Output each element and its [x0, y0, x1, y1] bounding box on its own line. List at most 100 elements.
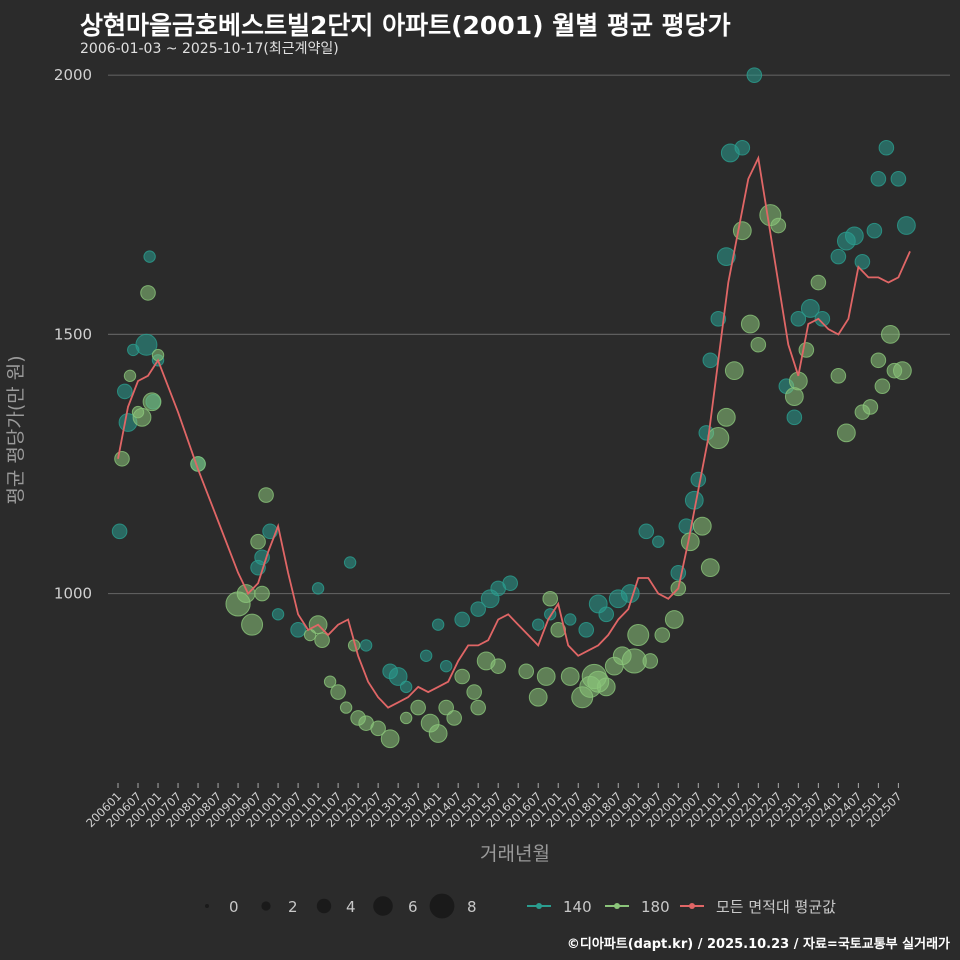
point-180	[339, 701, 353, 714]
point-180	[123, 369, 137, 383]
point-140	[388, 667, 408, 686]
point-180	[114, 450, 130, 467]
size-legend-dot	[316, 898, 332, 914]
point-140	[710, 311, 727, 327]
point-180	[490, 658, 506, 674]
point-140	[143, 250, 156, 263]
point-180	[399, 711, 413, 725]
size-legend-label: 4	[346, 898, 356, 916]
point-180	[258, 487, 274, 503]
point-140	[290, 622, 306, 638]
point-140	[620, 584, 640, 603]
point-180	[836, 423, 856, 443]
y-tick-label: 1000	[54, 585, 92, 603]
scatter-points	[111, 67, 916, 749]
point-140	[690, 471, 707, 488]
point-180	[740, 314, 760, 334]
y-tick-label: 1500	[54, 325, 92, 343]
size-legend-label: 2	[288, 898, 298, 916]
point-180	[466, 684, 482, 700]
size-legend-dot	[261, 901, 271, 911]
point-180	[380, 729, 400, 749]
chart-subtitle: 2006-01-03 ~ 2025-10-17(최근계약일)	[80, 41, 339, 57]
point-140	[870, 171, 887, 187]
point-180	[716, 407, 736, 427]
point-180	[627, 624, 650, 647]
point-180	[810, 274, 827, 291]
point-140	[135, 333, 158, 356]
point-140	[814, 311, 831, 327]
point-140	[578, 622, 595, 638]
point-180	[692, 516, 712, 536]
point-140	[470, 601, 486, 617]
point-140	[844, 226, 864, 246]
y-tick-label: 2000	[54, 66, 92, 84]
point-140	[262, 523, 278, 540]
point-180	[874, 378, 891, 395]
point-180	[862, 399, 879, 415]
size-legend-dot	[205, 904, 209, 908]
footer-credit: ©디아파트(dapt.kr) / 2025.10.23 / 자료=국토교통부 실…	[566, 937, 950, 952]
chart-title: 상현마을금호베스트빌2단지 아파트(2001) 월별 평균 평당가	[80, 11, 731, 40]
point-140	[359, 639, 373, 652]
size-legend-dot	[429, 893, 455, 919]
point-140	[746, 67, 763, 83]
legend: 0 2 4 6 8 140 180 모든 면적대 평균값	[205, 893, 836, 919]
point-180	[707, 427, 730, 450]
point-140	[564, 613, 577, 626]
point-180	[784, 387, 804, 406]
point-140	[800, 299, 820, 318]
y-axis-title: 평균 평당가(만 원)	[5, 355, 27, 504]
point-180	[470, 699, 486, 716]
point-180	[428, 724, 448, 743]
point-140	[734, 139, 751, 156]
point-140	[702, 352, 719, 369]
average-line-group	[117, 155, 911, 709]
size-legend-label: 6	[408, 898, 418, 916]
point-140	[854, 254, 871, 270]
point-140	[878, 139, 895, 156]
legend-180-label: 180	[641, 898, 670, 916]
point-180	[798, 342, 815, 358]
point-180	[596, 677, 616, 697]
point-180	[241, 613, 264, 636]
point-180	[880, 324, 900, 344]
point-180	[254, 585, 270, 602]
point-180	[140, 285, 156, 301]
point-180	[454, 668, 470, 685]
size-legend-label: 0	[229, 898, 239, 916]
point-180	[323, 675, 337, 688]
point-140	[790, 311, 807, 327]
point-180	[438, 699, 454, 716]
point-180	[770, 217, 787, 234]
point-140	[271, 608, 285, 621]
point-140	[866, 222, 883, 239]
point-180	[560, 667, 580, 686]
point-180	[550, 622, 567, 638]
legend-140-label: 140	[563, 898, 592, 916]
point-180	[330, 684, 346, 700]
point-180	[892, 361, 912, 381]
point-140	[890, 171, 907, 187]
size-legend-label: 8	[467, 898, 477, 916]
point-180	[830, 368, 847, 384]
gridlines	[108, 74, 950, 595]
point-180	[314, 632, 330, 649]
point-140	[117, 383, 133, 400]
point-180	[700, 558, 720, 578]
point-180	[642, 653, 659, 669]
point-140	[786, 409, 803, 426]
x-axis-title: 거래년월	[480, 843, 550, 865]
point-180	[664, 610, 684, 629]
point-180	[536, 667, 556, 686]
point-140	[399, 680, 413, 694]
point-180	[142, 392, 162, 412]
point-180	[132, 407, 152, 427]
point-140	[502, 575, 518, 591]
point-180	[518, 663, 535, 680]
point-140	[652, 535, 665, 548]
point-140	[111, 523, 128, 540]
point-140	[598, 606, 615, 623]
point-180	[654, 627, 671, 643]
